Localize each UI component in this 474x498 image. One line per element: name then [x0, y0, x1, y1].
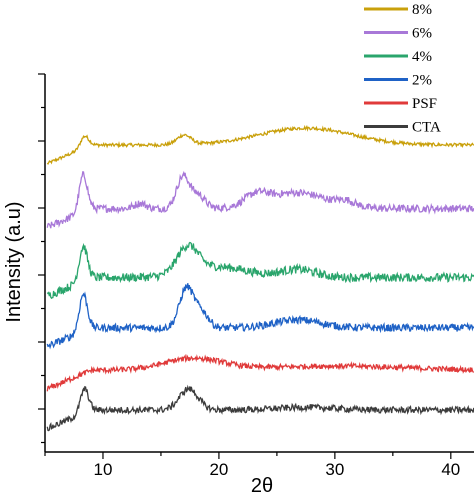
legend-label: 2%	[412, 73, 432, 89]
x-tick-label: 10	[94, 460, 113, 479]
legend-label: 8%	[412, 2, 432, 18]
legend: 8% 6% 4% 2% PSF CTA	[364, 2, 441, 136]
legend-label: PSF	[412, 96, 437, 112]
series-line-6pct	[46, 170, 474, 229]
series-lines	[46, 124, 474, 432]
x-tick-label: 40	[441, 460, 460, 479]
legend-label: 4%	[412, 49, 432, 65]
legend-label: 6%	[412, 26, 432, 42]
legend-label: CTA	[412, 120, 441, 136]
series-line-2pct	[46, 283, 474, 350]
series-line-psf	[46, 354, 474, 392]
series-line-4pct	[46, 241, 474, 300]
series-line-8pct	[46, 124, 474, 166]
y-axis-title: Intensity (a.u)	[3, 201, 25, 322]
x-axis-title: 2θ	[251, 475, 273, 497]
x-tick-label: 30	[325, 460, 344, 479]
series-line-cta	[46, 384, 474, 432]
x-tick-label: 20	[209, 460, 228, 479]
axes: 10 20 30 40	[38, 73, 474, 479]
